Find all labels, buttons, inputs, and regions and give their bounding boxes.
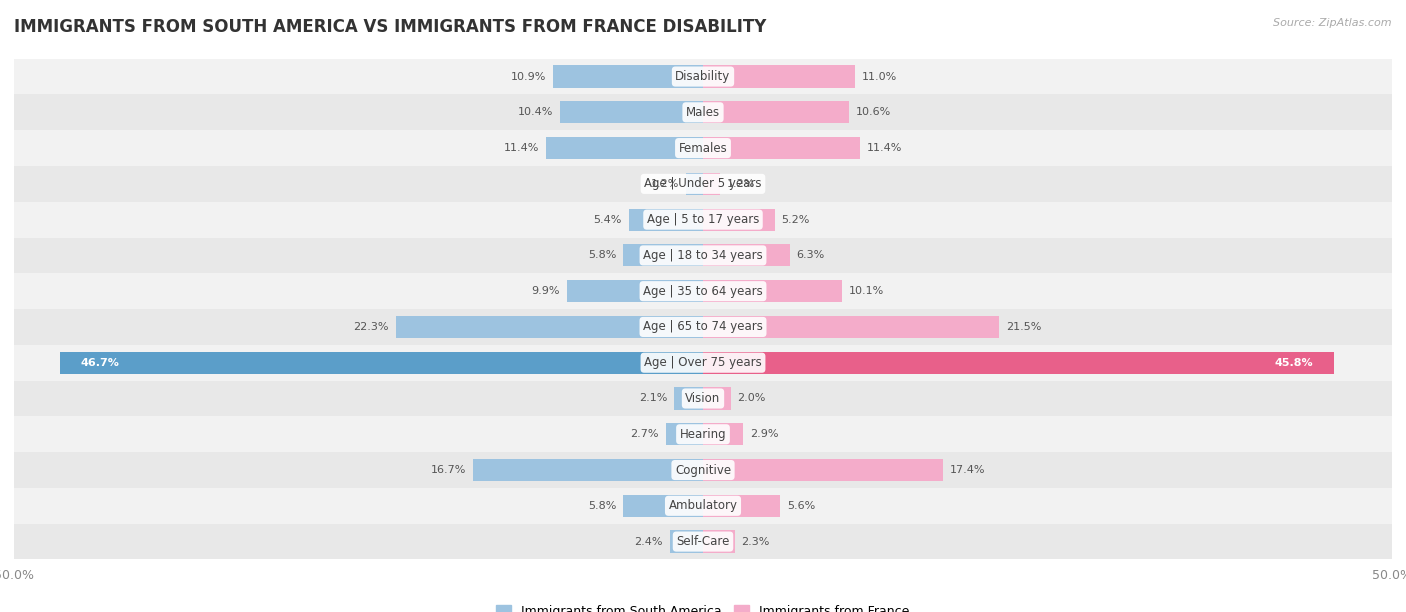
Bar bbox=[703, 494, 780, 517]
Text: 10.9%: 10.9% bbox=[510, 72, 546, 81]
Bar bbox=[472, 459, 703, 481]
Text: 21.5%: 21.5% bbox=[1007, 322, 1042, 332]
Bar bbox=[14, 381, 1392, 416]
Text: Ambulatory: Ambulatory bbox=[668, 499, 738, 512]
Text: 11.4%: 11.4% bbox=[503, 143, 538, 153]
Text: Disability: Disability bbox=[675, 70, 731, 83]
Bar bbox=[703, 531, 735, 553]
Bar bbox=[14, 202, 1392, 237]
Text: 2.1%: 2.1% bbox=[638, 394, 668, 403]
Text: Females: Females bbox=[679, 141, 727, 155]
Bar bbox=[14, 237, 1392, 274]
Bar bbox=[14, 345, 1392, 381]
Bar bbox=[703, 101, 849, 124]
Bar bbox=[703, 137, 860, 159]
Text: Vision: Vision bbox=[685, 392, 721, 405]
Text: 2.9%: 2.9% bbox=[749, 429, 779, 439]
Text: 10.6%: 10.6% bbox=[856, 107, 891, 118]
Bar bbox=[703, 280, 842, 302]
Bar bbox=[395, 316, 703, 338]
Text: 2.3%: 2.3% bbox=[741, 537, 770, 547]
Text: 10.1%: 10.1% bbox=[849, 286, 884, 296]
Text: 1.2%: 1.2% bbox=[727, 179, 755, 189]
Text: 10.4%: 10.4% bbox=[517, 107, 553, 118]
Bar bbox=[14, 166, 1392, 202]
Text: Age | 18 to 34 years: Age | 18 to 34 years bbox=[643, 249, 763, 262]
Bar bbox=[59, 352, 703, 374]
Text: 45.8%: 45.8% bbox=[1275, 358, 1313, 368]
Bar bbox=[703, 65, 855, 88]
Text: 5.8%: 5.8% bbox=[588, 250, 616, 260]
Text: 5.6%: 5.6% bbox=[787, 501, 815, 511]
Text: Self-Care: Self-Care bbox=[676, 535, 730, 548]
Bar bbox=[567, 280, 703, 302]
Text: IMMIGRANTS FROM SOUTH AMERICA VS IMMIGRANTS FROM FRANCE DISABILITY: IMMIGRANTS FROM SOUTH AMERICA VS IMMIGRA… bbox=[14, 18, 766, 36]
Bar bbox=[14, 488, 1392, 524]
Bar bbox=[560, 101, 703, 124]
Text: 6.3%: 6.3% bbox=[797, 250, 825, 260]
Text: Age | 35 to 64 years: Age | 35 to 64 years bbox=[643, 285, 763, 297]
Bar bbox=[14, 274, 1392, 309]
Text: 5.2%: 5.2% bbox=[782, 215, 810, 225]
Text: 5.4%: 5.4% bbox=[593, 215, 621, 225]
Text: Hearing: Hearing bbox=[679, 428, 727, 441]
Bar bbox=[553, 65, 703, 88]
Text: Source: ZipAtlas.com: Source: ZipAtlas.com bbox=[1274, 18, 1392, 28]
Bar bbox=[14, 416, 1392, 452]
Text: 2.4%: 2.4% bbox=[634, 537, 664, 547]
Bar bbox=[14, 94, 1392, 130]
Legend: Immigrants from South America, Immigrants from France: Immigrants from South America, Immigrant… bbox=[496, 605, 910, 612]
Text: Cognitive: Cognitive bbox=[675, 463, 731, 477]
Text: Age | Over 75 years: Age | Over 75 years bbox=[644, 356, 762, 369]
Text: 16.7%: 16.7% bbox=[430, 465, 465, 475]
Text: 9.9%: 9.9% bbox=[531, 286, 560, 296]
Bar bbox=[703, 423, 742, 446]
Text: 22.3%: 22.3% bbox=[353, 322, 389, 332]
Text: 17.4%: 17.4% bbox=[949, 465, 986, 475]
Bar bbox=[703, 244, 790, 266]
Text: Males: Males bbox=[686, 106, 720, 119]
Text: 46.7%: 46.7% bbox=[80, 358, 120, 368]
Bar bbox=[546, 137, 703, 159]
Bar bbox=[623, 494, 703, 517]
Bar bbox=[666, 423, 703, 446]
Bar bbox=[686, 173, 703, 195]
Bar bbox=[14, 524, 1392, 559]
Bar bbox=[14, 130, 1392, 166]
Bar bbox=[628, 209, 703, 231]
Bar bbox=[703, 387, 731, 409]
Bar bbox=[14, 309, 1392, 345]
Text: 1.2%: 1.2% bbox=[651, 179, 679, 189]
Bar bbox=[669, 531, 703, 553]
Bar bbox=[703, 316, 1000, 338]
Bar bbox=[673, 387, 703, 409]
Text: 2.0%: 2.0% bbox=[738, 394, 766, 403]
Bar bbox=[14, 452, 1392, 488]
Bar bbox=[703, 459, 943, 481]
Bar bbox=[623, 244, 703, 266]
Text: 2.7%: 2.7% bbox=[630, 429, 659, 439]
Text: Age | 65 to 74 years: Age | 65 to 74 years bbox=[643, 321, 763, 334]
Text: Age | Under 5 years: Age | Under 5 years bbox=[644, 177, 762, 190]
Bar bbox=[14, 59, 1392, 94]
Text: 11.4%: 11.4% bbox=[868, 143, 903, 153]
Bar bbox=[703, 352, 1334, 374]
Text: 11.0%: 11.0% bbox=[862, 72, 897, 81]
Bar bbox=[703, 173, 720, 195]
Text: Age | 5 to 17 years: Age | 5 to 17 years bbox=[647, 213, 759, 226]
Bar bbox=[703, 209, 775, 231]
Text: 5.8%: 5.8% bbox=[588, 501, 616, 511]
